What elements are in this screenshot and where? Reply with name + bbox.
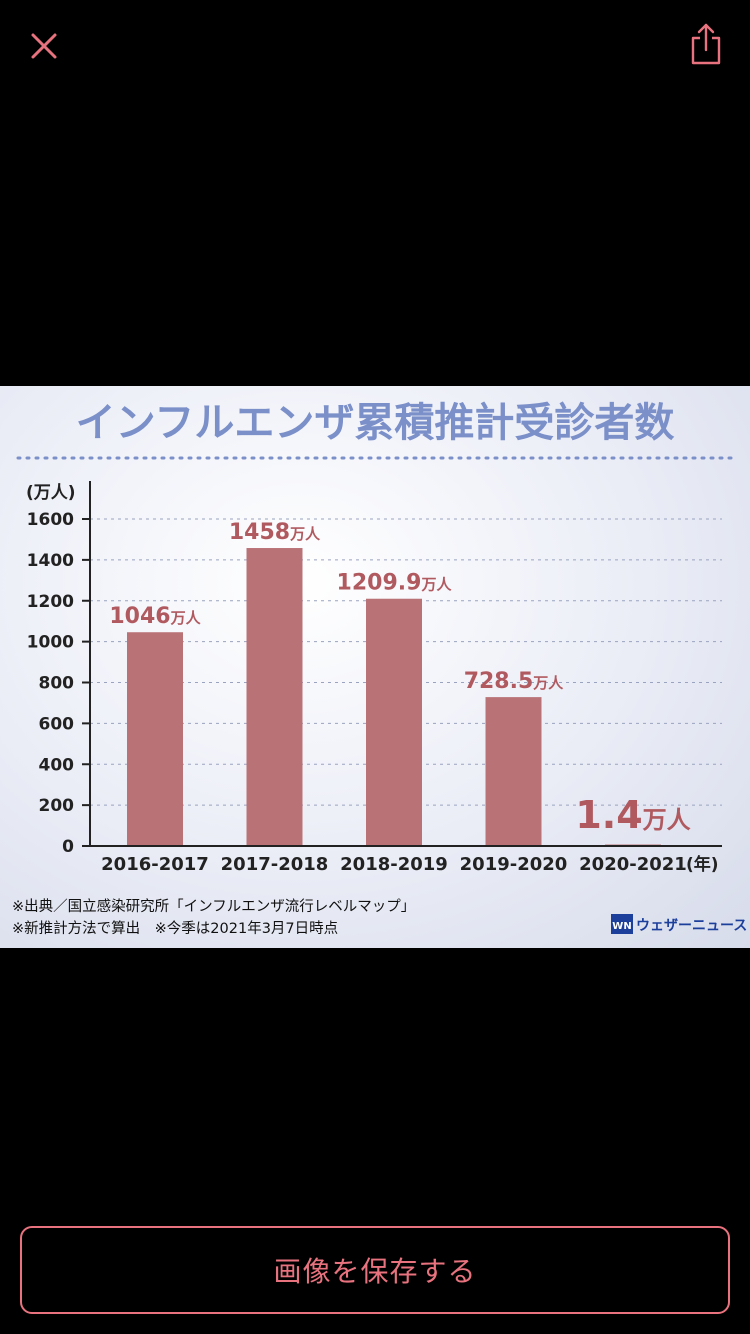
chart-svg: インフルエンザ累積推計受診者数 (万人) 0 200 400 600 800 1000 12… bbox=[12, 400, 747, 937]
value-number: 1209.9 bbox=[337, 571, 422, 596]
value-label: 1046万人 bbox=[109, 604, 201, 629]
x-tick-label: 2019-2020 bbox=[460, 854, 568, 875]
logo-text: ウェザーニュース bbox=[636, 918, 747, 934]
chart-title: インフルエンザ累積推計受診者数 bbox=[76, 400, 675, 446]
save-image-button[interactable]: 画像を保存する bbox=[20, 1226, 730, 1314]
logo-mark bbox=[611, 914, 633, 934]
bar-2016-2017 bbox=[127, 632, 183, 846]
bar-2019-2020 bbox=[485, 697, 542, 846]
share-button[interactable] bbox=[684, 20, 728, 68]
share-icon bbox=[691, 23, 721, 65]
value-label: 1458万人 bbox=[229, 520, 321, 545]
y-axis-unit: (万人) bbox=[26, 483, 76, 503]
method-note: ※新推計方法で算出 ※今季は2021年3月7日時点 bbox=[12, 920, 338, 937]
weathernews-logo: WN ウェザーニュース bbox=[611, 914, 747, 934]
y-tick-label: 600 bbox=[39, 714, 75, 734]
close-icon bbox=[31, 33, 57, 59]
close-button[interactable] bbox=[22, 24, 66, 68]
value-label: 728.5万人 bbox=[464, 669, 565, 694]
logo-mark-letters: WN bbox=[612, 921, 631, 932]
value-label: 1209.9万人 bbox=[337, 571, 453, 596]
x-tick-label: 2017-2018 bbox=[221, 854, 329, 875]
x-tick-label: 2018-2019 bbox=[340, 854, 448, 875]
x-axis-unit: (年) bbox=[686, 854, 719, 875]
y-tick-labels: 0 200 400 600 800 1000 1200 1400 1600 bbox=[27, 510, 74, 857]
value-number: 1.4 bbox=[575, 793, 642, 837]
value-unit: 万人 bbox=[170, 609, 202, 627]
y-tick-label: 400 bbox=[39, 755, 75, 775]
value-number: 1458 bbox=[229, 520, 290, 545]
y-tick-label: 1600 bbox=[27, 510, 74, 530]
value-unit: 万人 bbox=[532, 674, 564, 692]
source-note: ※出典／国立感染研究所「インフルエンザ流行レベルマップ」 bbox=[12, 898, 415, 915]
x-tick-label: 2016-2017 bbox=[101, 854, 209, 875]
x-tick-labels: 2016-2017 2017-2018 2018-2019 2019-2020 2020… bbox=[101, 854, 687, 875]
y-tick-label: 1000 bbox=[27, 633, 74, 653]
y-tick-label: 1400 bbox=[27, 551, 74, 571]
value-unit: 万人 bbox=[643, 806, 691, 834]
value-unit: 万人 bbox=[420, 576, 452, 594]
chart-image: インフルエンザ累積推計受診者数 (万人) 0 200 400 600 800 1000 12… bbox=[0, 386, 750, 948]
y-tick-label: 800 bbox=[39, 674, 75, 694]
value-unit: 万人 bbox=[289, 525, 321, 543]
bar-2017-2018 bbox=[246, 548, 303, 846]
bar-2018-2019 bbox=[366, 598, 422, 846]
x-tick-label: 2020-2021 bbox=[579, 854, 687, 875]
y-tick-label: 200 bbox=[39, 796, 75, 816]
y-tick-label: 1200 bbox=[27, 592, 74, 612]
y-tick-label: 0 bbox=[62, 837, 74, 857]
value-label: 1.4万人 bbox=[575, 793, 690, 837]
bar-layer bbox=[127, 548, 661, 846]
value-number: 1046 bbox=[109, 604, 170, 629]
value-number: 728.5 bbox=[464, 669, 534, 694]
